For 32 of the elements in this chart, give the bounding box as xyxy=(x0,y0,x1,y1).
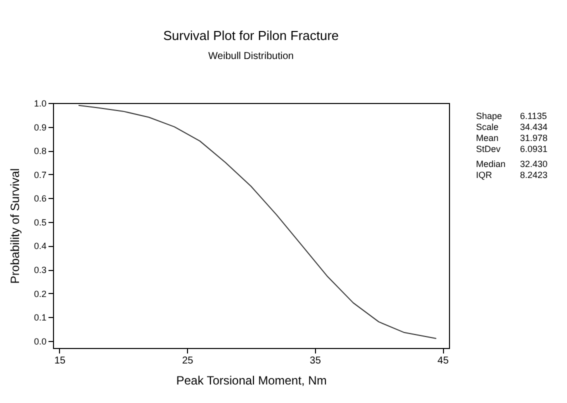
x-axis-title: Peak Torsional Moment, Nm xyxy=(176,374,327,388)
text: IQR xyxy=(476,170,494,180)
text: 31.978 xyxy=(520,133,549,143)
y-tick-label: 0.3 xyxy=(34,265,46,276)
y-tick-label: 0.9 xyxy=(34,122,46,132)
y-tick-label: 0.0 xyxy=(34,336,46,346)
line-series xyxy=(78,104,437,339)
text: StDev xyxy=(476,144,502,154)
y-tick-label: 1.0 xyxy=(34,98,46,108)
y-tick-label: 0.1 xyxy=(34,312,46,323)
y-tick-label: 0.2 xyxy=(34,288,46,299)
text: 32.430 xyxy=(520,159,549,169)
y-tick-label: 0.7 xyxy=(34,170,46,180)
chart-title: Survival Plot for Pilon Fracture xyxy=(163,28,339,43)
x-tick-label: 25 xyxy=(182,356,194,366)
text: 34.434 xyxy=(520,122,549,132)
y-tick-label: 0.8 xyxy=(34,146,46,156)
text: Shape xyxy=(476,111,504,121)
x-tick-label: 35 xyxy=(310,356,322,366)
y-tick-label: 0.5 xyxy=(34,217,46,228)
text: 6.1135 xyxy=(520,111,548,121)
y-axis-title: Probability of Survival xyxy=(8,168,22,284)
text: Median xyxy=(476,159,507,169)
x-tick-label: 15 xyxy=(54,356,66,366)
y-tick-label: 0.6 xyxy=(34,194,46,204)
chart-subtitle: Weibull Distribution xyxy=(208,51,294,62)
text: 6.0931 xyxy=(520,144,549,154)
text: 8.2423 xyxy=(520,170,549,180)
y-tick-label: 0.4 xyxy=(34,241,46,252)
text: Scale xyxy=(476,122,500,132)
x-tick-label: 45 xyxy=(438,356,450,366)
text: Mean xyxy=(476,133,500,143)
